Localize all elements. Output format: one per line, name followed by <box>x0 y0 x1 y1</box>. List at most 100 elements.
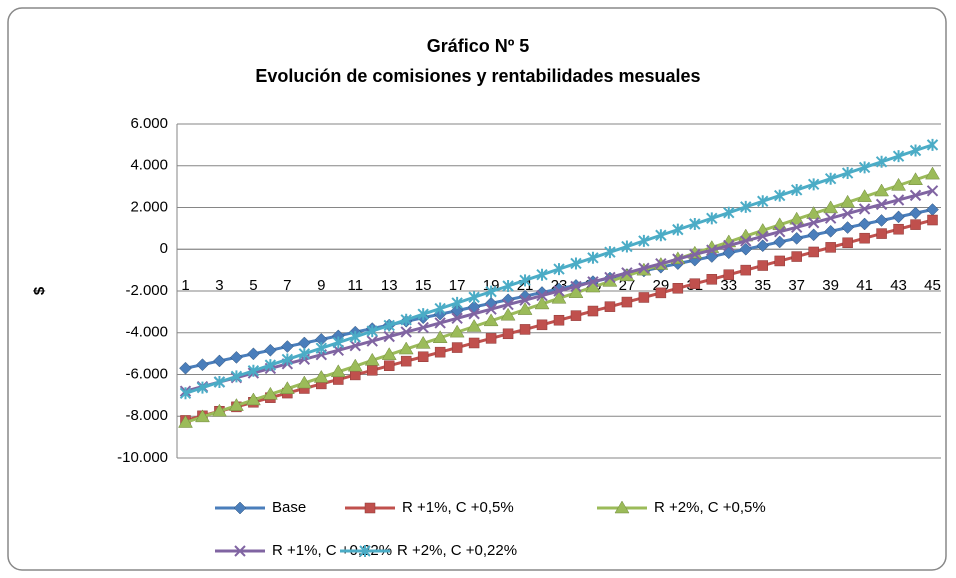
marker <box>383 330 395 343</box>
marker <box>264 359 277 372</box>
marker <box>638 262 650 274</box>
marker <box>757 195 769 208</box>
x-tick-label: 35 <box>754 277 771 294</box>
marker <box>570 257 582 270</box>
marker <box>875 155 888 168</box>
marker <box>604 246 616 259</box>
marker <box>587 305 599 317</box>
marker <box>672 253 684 265</box>
marker <box>315 342 328 355</box>
legend-marker <box>359 545 371 557</box>
marker <box>466 318 482 332</box>
legend-label: Base <box>272 499 306 516</box>
x-tick-label: 1 <box>181 277 189 294</box>
marker <box>366 365 378 376</box>
marker <box>587 251 599 264</box>
marker <box>519 324 531 335</box>
marker <box>824 224 837 238</box>
marker <box>570 310 582 321</box>
marker <box>604 301 616 312</box>
marker <box>824 212 837 224</box>
marker <box>893 223 904 235</box>
marker <box>179 361 192 375</box>
x-tick-label: 3 <box>215 277 223 294</box>
marker <box>756 239 770 253</box>
marker <box>926 185 939 197</box>
x-tick-label: 37 <box>788 277 805 294</box>
marker <box>468 308 480 320</box>
marker <box>281 353 294 366</box>
marker <box>672 223 684 236</box>
marker <box>262 386 278 400</box>
marker <box>366 335 378 347</box>
marker <box>621 267 633 279</box>
marker <box>400 355 412 367</box>
marker <box>213 376 226 389</box>
marker <box>417 321 429 334</box>
marker <box>434 317 446 329</box>
marker <box>383 360 395 371</box>
marker <box>245 392 261 406</box>
marker <box>534 296 550 310</box>
marker <box>604 271 616 284</box>
y-tick-label: -8.000 <box>125 407 168 424</box>
x-tick-label: 5 <box>249 277 257 294</box>
marker <box>330 364 346 378</box>
marker <box>892 150 905 163</box>
marker <box>773 235 787 249</box>
marker <box>857 189 873 202</box>
marker <box>196 381 209 394</box>
marker <box>740 235 752 247</box>
marker <box>706 212 718 225</box>
marker <box>502 279 514 292</box>
marker <box>502 298 514 311</box>
marker <box>706 244 718 256</box>
y-tick-label: 2.000 <box>130 198 168 215</box>
marker <box>587 276 599 288</box>
x-tick-label: 39 <box>822 277 839 294</box>
x-tick-label: 41 <box>856 277 873 294</box>
marker <box>485 285 497 298</box>
x-tick-label: 15 <box>415 277 432 294</box>
marker <box>892 194 905 206</box>
marker <box>502 328 514 340</box>
marker <box>279 381 295 394</box>
marker <box>247 347 260 361</box>
marker <box>247 364 260 377</box>
marker <box>347 358 363 372</box>
marker <box>723 269 735 280</box>
marker <box>740 264 752 276</box>
marker <box>909 206 922 220</box>
legend-label: R +2%, C +0,5% <box>654 499 766 516</box>
marker <box>366 325 378 338</box>
marker <box>213 354 226 368</box>
marker <box>858 217 871 231</box>
marker <box>655 229 667 242</box>
legend-marker <box>233 501 247 515</box>
marker <box>875 198 888 211</box>
marker <box>927 214 938 226</box>
marker <box>400 313 412 326</box>
marker <box>757 230 769 243</box>
marker <box>212 403 227 417</box>
marker <box>638 234 650 247</box>
marker <box>298 347 311 360</box>
marker <box>740 200 752 213</box>
marker <box>808 246 819 258</box>
marker <box>400 326 412 338</box>
marker <box>689 217 701 230</box>
marker <box>553 285 565 297</box>
marker <box>926 138 939 151</box>
marker <box>196 358 209 372</box>
marker <box>807 217 820 229</box>
marker <box>415 335 431 349</box>
marker <box>823 200 839 214</box>
marker <box>790 221 803 234</box>
marker <box>790 232 804 245</box>
marker <box>179 387 192 400</box>
marker <box>840 194 856 208</box>
marker <box>689 278 701 289</box>
marker <box>910 219 921 230</box>
chart-title: Gráfico Nº 5 <box>427 36 530 56</box>
marker <box>281 340 294 353</box>
